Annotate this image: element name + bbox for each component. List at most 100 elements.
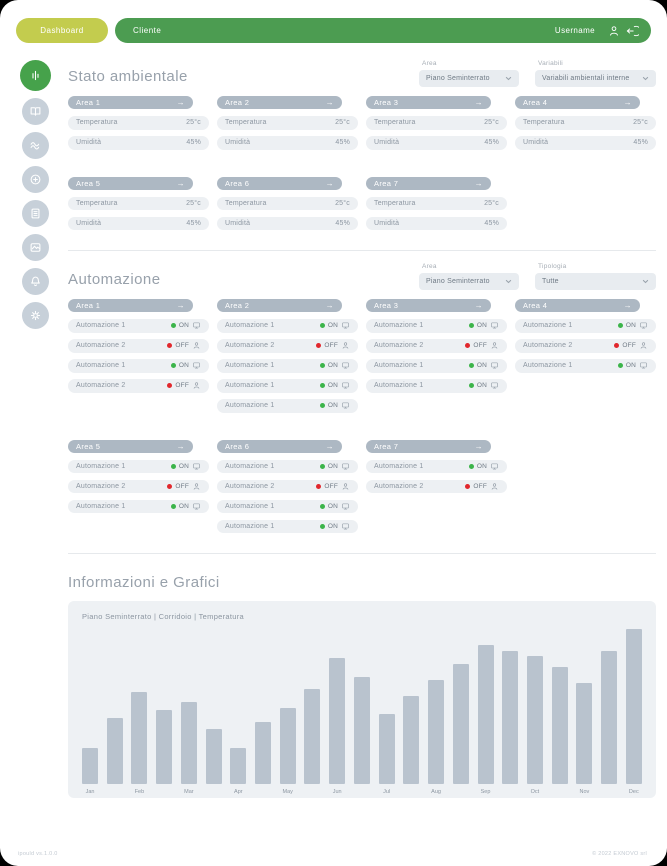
chart-x-label	[502, 789, 518, 795]
status-dot	[319, 403, 325, 409]
user-icon[interactable]	[607, 24, 621, 38]
area-card-header[interactable]: Area 5 →	[68, 439, 193, 453]
status-text: ON	[327, 382, 338, 390]
automazione-area-label: Area	[422, 263, 437, 270]
monitor-icon	[342, 322, 349, 329]
stato-variabili-field: Variabili Variabili ambientali interne	[535, 60, 656, 87]
automation-row[interactable]: Automazione 1 ON	[68, 459, 209, 473]
sidebar-item-stats-bars-icon[interactable]	[20, 60, 51, 91]
chart-bar	[452, 663, 469, 784]
stato-row-label: Temperatura	[523, 119, 565, 127]
sidebar-item-document-icon[interactable]	[22, 200, 49, 227]
automation-row[interactable]: Automazione 2 OFF	[68, 339, 209, 353]
area-card-header[interactable]: Area 3 →	[366, 299, 491, 312]
stato-area-label: Area	[422, 60, 437, 67]
status-dot	[170, 463, 176, 469]
arrow-right-icon: →	[176, 178, 185, 188]
arrow-right-icon: →	[325, 301, 334, 310]
automation-row[interactable]: Automazione 1 ON	[217, 319, 358, 333]
monitor-icon	[640, 322, 647, 329]
area-card-header[interactable]: Area 5 →	[68, 176, 193, 190]
area-card-header[interactable]: Area 6 →	[217, 439, 342, 453]
sidebar-item-plus-circle-icon[interactable]	[22, 166, 49, 193]
automation-row[interactable]: Automazione 1 ON	[68, 359, 209, 373]
sidebar-item-book-icon[interactable]	[22, 98, 49, 125]
monitor-icon	[193, 503, 200, 510]
automation-row[interactable]: Automazione 2 OFF	[366, 479, 507, 493]
stato-variabili-select[interactable]: Variabili ambientali interne	[535, 70, 656, 87]
user-icon	[640, 342, 647, 349]
automation-row[interactable]: Automazione 1 ON	[366, 319, 507, 333]
stato-value-row: Temperatura 25°c	[366, 116, 507, 130]
area-card-header[interactable]: Area 1 →	[68, 96, 193, 109]
area-card-rows: Temperatura 25°c Umidità 45%	[217, 116, 358, 150]
automation-row[interactable]: Automazione 2 OFF	[68, 479, 209, 493]
automation-row[interactable]: Automazione 2 OFF	[68, 379, 209, 393]
arrow-right-icon: →	[325, 178, 334, 188]
automation-row[interactable]: Automazione 1 ON	[515, 359, 656, 373]
area-card-header[interactable]: Area 7 →	[366, 176, 491, 190]
status-text: ON	[476, 382, 487, 390]
area-card-header[interactable]: Area 7 →	[366, 439, 491, 453]
area-card-header[interactable]: Area 4 →	[515, 96, 640, 109]
sidebar-item-image-icon[interactable]	[22, 234, 49, 261]
sidebar-item-waves-icon[interactable]	[22, 132, 49, 159]
automation-row[interactable]: Automazione 1 ON	[217, 399, 358, 413]
automation-row[interactable]: Automazione 1 ON	[217, 379, 358, 393]
sidebar-item-gear-icon[interactable]	[22, 302, 49, 329]
area-card-header[interactable]: Area 6 →	[217, 176, 342, 190]
status-dot	[319, 523, 325, 529]
chart-x-label: Jan	[85, 789, 95, 795]
area-card-rows: Automazione 1 ON Automazione 2 OFF Autom…	[68, 459, 209, 513]
area-card-header[interactable]: Area 4 →	[515, 299, 640, 312]
automation-row[interactable]: Automazione 1 ON	[217, 459, 358, 473]
chart-x-label	[304, 789, 320, 795]
automation-row[interactable]: Automazione 1 ON	[217, 359, 358, 373]
area-card-rows: Automazione 1 ON Automazione 2 OFF Autom…	[217, 319, 358, 413]
automation-row[interactable]: Automazione 2 OFF	[366, 339, 507, 353]
stato-area-select[interactable]: Piano Seminterrato	[419, 70, 519, 87]
chart-bar	[551, 667, 568, 784]
status-text: ON	[178, 362, 189, 370]
automation-row[interactable]: Automazione 1 ON	[366, 379, 507, 393]
stato-row-value: 25°c	[335, 119, 350, 127]
status-text: OFF	[324, 342, 338, 350]
chart-x-label: Apr	[234, 789, 243, 795]
automation-row[interactable]: Automazione 2 OFF	[515, 339, 656, 353]
area-card-header[interactable]: Area 2 →	[217, 299, 342, 312]
area-card-header[interactable]: Area 3 →	[366, 96, 491, 109]
automation-row[interactable]: Automazione 1 ON	[68, 499, 209, 513]
automation-row[interactable]: Automazione 1 ON	[68, 319, 209, 333]
chart-bar	[625, 629, 642, 784]
automation-row[interactable]: Automazione 1 ON	[515, 319, 656, 333]
automation-row[interactable]: Automazione 1 ON	[217, 499, 358, 513]
automation-row[interactable]: Automazione 1 ON	[366, 359, 507, 373]
automazione-areas-grid: Area 1 → Automazione 1 ON Automazione 2 …	[68, 299, 656, 533]
dashboard-button[interactable]: Dashboard	[16, 18, 108, 43]
stato-row-label: Temperatura	[374, 119, 416, 127]
stato-area-card: Area 3 → Temperatura 25°c Umidità 45%	[366, 96, 507, 150]
area-card-rows: Automazione 1 ON Automazione 2 OFF Autom…	[68, 319, 209, 393]
chart-bar	[403, 695, 420, 784]
chart-bar	[156, 709, 173, 784]
section-divider	[68, 250, 656, 251]
sidebar-item-bell-icon[interactable]	[22, 268, 49, 295]
chart-bar	[82, 747, 98, 784]
automation-row[interactable]: Automazione 2 OFF	[217, 339, 358, 353]
automation-row[interactable]: Automazione 1 ON	[217, 519, 358, 533]
area-card-header[interactable]: Area 2 →	[217, 96, 342, 109]
chevron-down-icon	[505, 279, 512, 284]
automation-row[interactable]: Automazione 1 ON	[366, 459, 507, 473]
logout-icon[interactable]	[625, 24, 639, 38]
chart-bars	[82, 626, 642, 784]
status-dot	[614, 343, 620, 349]
automazione-area-select[interactable]: Piano Seminterrato	[419, 273, 519, 290]
automazione-filters: Area Piano Seminterrato Tipologia Tutte	[419, 263, 656, 290]
user-icon	[193, 483, 200, 490]
chevron-down-icon	[505, 76, 512, 81]
automazione-tipologia-select[interactable]: Tutte	[535, 273, 656, 290]
username-label[interactable]: Username	[554, 26, 595, 35]
stato-value-row: Umidità 45%	[515, 136, 656, 150]
area-card-header[interactable]: Area 1 →	[68, 299, 193, 312]
automation-row[interactable]: Automazione 2 OFF	[217, 479, 358, 493]
